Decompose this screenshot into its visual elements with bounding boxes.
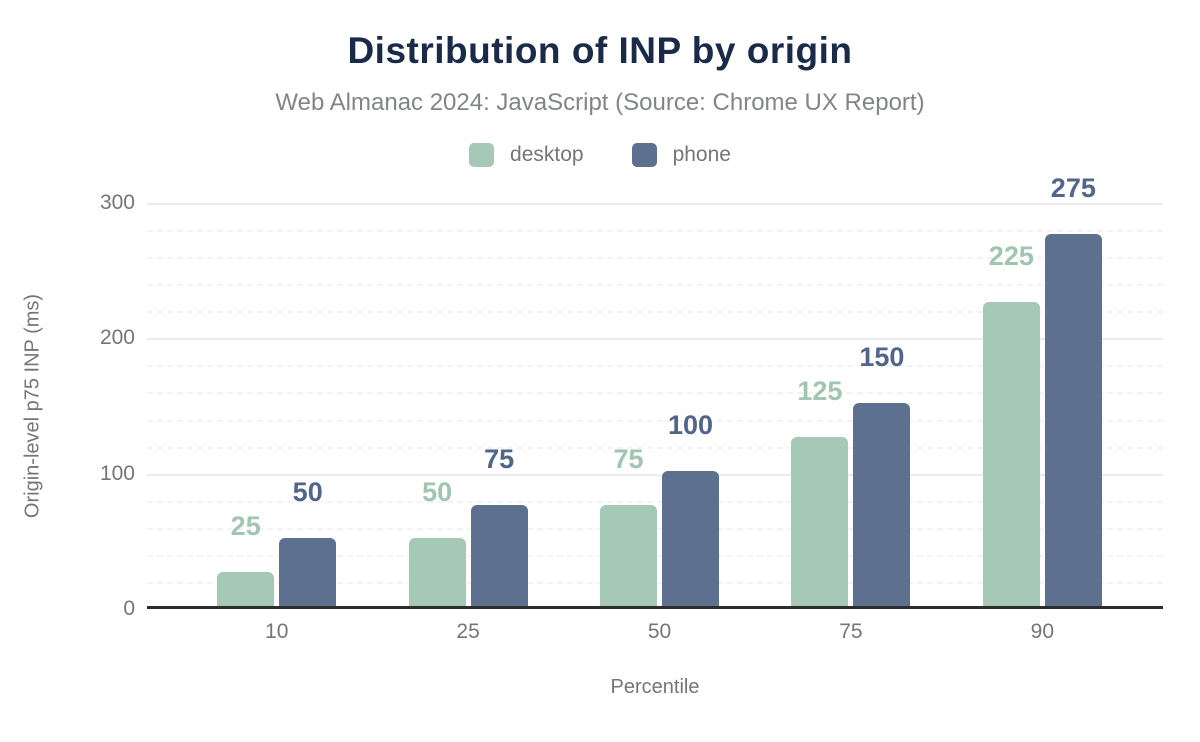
bar-group-p75: 125 150 — [755, 203, 946, 606]
bar-label-desktop-p75: 125 — [797, 375, 843, 406]
bar-wrap-phone-p50: 100 — [662, 410, 720, 606]
bar-label-phone-p75: 150 — [859, 342, 905, 372]
chart-subtitle: Web Almanac 2024: JavaScript (Source: Ch… — [275, 89, 925, 116]
bar-phone-p90 — [1044, 233, 1102, 606]
bar-wrap-phone-p75: 150 — [853, 342, 911, 606]
bar-desktop-p90 — [982, 301, 1040, 606]
x-axis-title: Percentile — [610, 676, 700, 698]
legend-item-phone[interactable]: phone — [631, 143, 731, 167]
bar-wrap-desktop-p75: 125 — [791, 376, 849, 606]
chart-title: Distribution of INP by origin — [347, 30, 853, 71]
bar-wrap-phone-p25: 75 — [470, 444, 528, 606]
gridline-minor-160 — [147, 392, 1163, 395]
bar-label-desktop-p25: 50 — [422, 477, 453, 508]
x-tick-90: 90 — [1030, 620, 1054, 643]
bar-label-desktop-p50: 75 — [613, 443, 644, 474]
bar-label-phone-p50: 100 — [667, 409, 714, 440]
legend-swatch-desktop — [469, 143, 495, 167]
bar-desktop-p25 — [408, 538, 466, 606]
bar-phone-p50 — [662, 470, 720, 606]
bar-wrap-desktop-p90: 225 — [982, 241, 1040, 606]
bar-phone-p75 — [853, 403, 911, 606]
bar-wrap-phone-p10: 50 — [279, 477, 337, 606]
bar-wrap-desktop-p25: 50 — [408, 477, 466, 606]
y-tick-100: 100 — [99, 461, 135, 485]
x-tick-50: 50 — [647, 620, 672, 643]
legend-label-phone: phone — [672, 143, 731, 166]
bar-group-p50: 75 100 — [564, 203, 755, 606]
bar-wrap-desktop-p10: 25 — [217, 511, 275, 606]
bar-phone-p25 — [470, 504, 528, 606]
bar-phone-p10 — [279, 538, 337, 606]
bars-row: 25 50 50 75 75 100 125 150 225 275 — [147, 173, 1163, 606]
bar-group-p90: 225 275 — [947, 173, 1138, 606]
legend-item-desktop[interactable]: desktop — [469, 143, 584, 167]
legend-swatch-phone — [631, 143, 657, 167]
bar-desktop-p10 — [217, 572, 275, 606]
gridline-minor-220 — [147, 311, 1163, 314]
bar-label-desktop-p90: 225 — [988, 240, 1034, 271]
gridline-minor-180 — [147, 365, 1163, 368]
gridline-minor-280 — [147, 230, 1163, 233]
gridline-major-300 — [147, 203, 1163, 205]
gridline-minor-240 — [147, 284, 1163, 287]
bar-label-desktop-p10: 25 — [230, 511, 261, 542]
x-tick-75: 75 — [839, 620, 863, 643]
y-tick-200: 200 — [99, 326, 135, 350]
bar-label-phone-p25: 75 — [484, 443, 515, 474]
bar-group-p10: 25 50 — [181, 203, 372, 606]
gridline-major-200 — [147, 338, 1163, 341]
y-tick-0: 0 — [123, 597, 135, 620]
bar-desktop-p50 — [600, 504, 658, 606]
bar-group-p25: 50 75 — [372, 203, 563, 606]
bar-wrap-phone-p90: 275 — [1044, 173, 1102, 606]
x-axis-ticks: 10 25 50 75 90 — [147, 620, 1163, 644]
gridline-minor-80 — [147, 500, 1163, 503]
gridline-major-100 — [147, 473, 1163, 476]
gridline-minor-120 — [147, 446, 1163, 449]
legend: desktop phone — [0, 143, 1200, 167]
gridline-minor-140 — [147, 419, 1163, 422]
bar-label-phone-p90: 275 — [1050, 172, 1096, 203]
y-tick-300: 300 — [99, 191, 135, 214]
gridline-minor-260 — [147, 257, 1163, 260]
x-tick-25: 25 — [456, 620, 480, 643]
bar-label-phone-p10: 50 — [292, 477, 323, 508]
x-tick-10: 10 — [265, 620, 289, 643]
plot-area: 25 50 50 75 75 100 125 150 225 275 — [147, 173, 1163, 609]
legend-label-desktop: desktop — [510, 143, 584, 166]
bar-wrap-desktop-p50: 75 — [600, 444, 658, 606]
bar-desktop-p75 — [791, 436, 849, 606]
